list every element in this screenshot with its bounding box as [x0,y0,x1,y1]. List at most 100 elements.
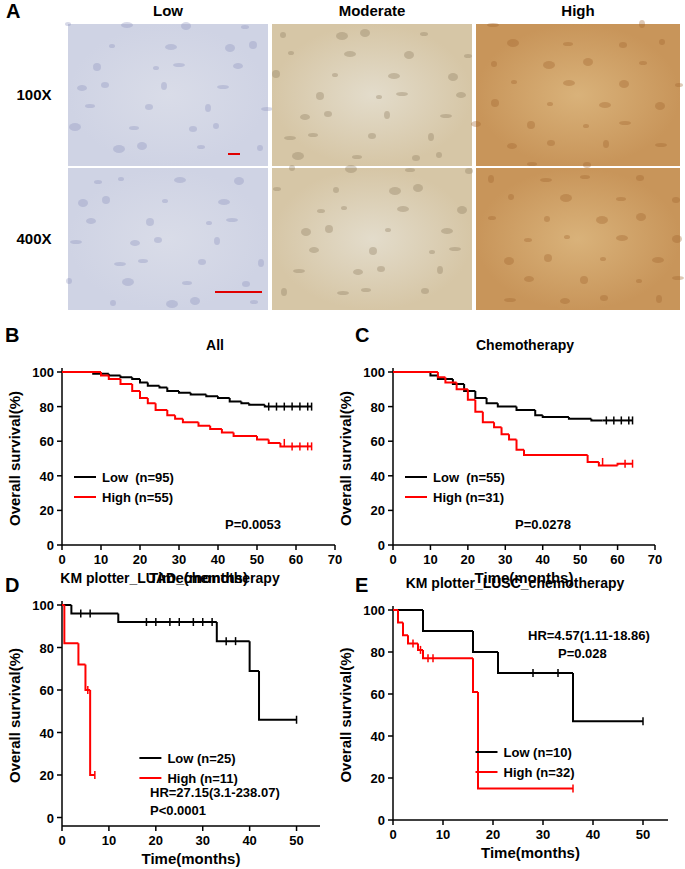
texture [429,250,435,254]
texture [293,269,305,273]
texture [281,288,287,296]
survival-step [265,405,312,407]
y-tick [388,735,393,737]
texture [384,111,390,119]
censor-mark [225,637,227,645]
survival-step [543,415,569,417]
censor-mark [572,785,574,793]
texture [465,168,473,174]
panel-label: A [6,0,20,22]
texture [336,32,348,40]
censor-mark [602,458,604,466]
annotation: P=0.0053 [225,517,281,532]
survival-step [473,658,478,692]
texture [289,165,295,171]
texture [564,235,570,239]
survival-step [109,375,121,378]
texture [273,187,281,191]
y-tick-label: 40 [40,469,54,484]
y-tick [388,440,393,442]
survival-step [218,396,230,398]
y-tick-label: 60 [40,434,54,449]
texture [488,175,494,183]
micrograph [272,24,472,166]
texture [636,279,642,283]
legend-swatch [74,476,96,478]
censor-mark [624,460,626,468]
x-tick [467,545,469,550]
texture [250,300,258,304]
censor-mark [311,403,313,411]
texture [600,257,606,261]
texture [161,82,167,90]
texture [413,184,423,192]
censor-mark [299,442,301,450]
censor-mark [284,439,286,447]
survival-step [78,643,85,664]
texture [385,228,391,232]
survival-step [160,386,168,388]
legend-label: High (n=55) [102,490,173,505]
title: Chemotherapy [476,337,574,353]
texture [504,298,516,302]
x-tick-label: 10 [94,552,108,567]
texture [109,44,115,48]
x-tick-label: 30 [498,552,512,567]
texture [162,199,168,203]
texture [301,228,311,236]
y-tick-label: 60 [40,683,54,698]
annotation: P=0.0278 [515,517,571,532]
y-tick-label: 40 [371,469,385,484]
x-tick-label: 30 [536,827,550,842]
x-tick-label: 20 [149,833,163,848]
x-tick [542,545,544,550]
texture [165,44,177,50]
texture [234,177,244,185]
survival-step [509,434,516,439]
texture [596,216,608,224]
survival-step [269,439,281,442]
texture [368,133,376,139]
censor-mark [613,416,615,424]
texture [504,257,514,265]
y-tick [57,774,62,776]
micrograph [272,168,472,310]
panel-label: D [5,574,19,596]
texture [138,259,148,263]
texture [110,300,116,306]
title: KM plotter_LUSC_chemotherapy [406,575,625,591]
y-tick [57,817,62,819]
texture [547,102,553,106]
x-tick [108,826,110,831]
texture [113,145,125,153]
x-tick [249,826,251,831]
legend-label: High (n=11) [167,771,237,786]
texture [249,41,257,49]
legend-label: High (n=32) [504,765,575,780]
texture [360,29,370,37]
texture [389,187,401,195]
survival-step [498,403,517,406]
survival-step [438,372,445,377]
censor-mark [235,637,237,645]
figure: ALowModerateHigh100X400XBAll010203040506… [0,0,685,869]
texture [639,20,645,28]
y-tick-label: 20 [40,503,54,518]
texture [284,136,296,140]
texture [352,155,362,159]
x-tick [642,820,644,825]
survival-step [457,382,468,389]
censor-mark [87,686,89,694]
texture [507,39,519,47]
texture [118,177,124,181]
texture [166,300,178,308]
texture [344,51,356,57]
legend-label: Low (n=25) [167,751,235,766]
panel-label: E [355,574,368,596]
survival-step [121,379,133,384]
x-axis-label: Time(months) [481,844,580,861]
texture [436,152,442,158]
texture [527,121,535,129]
texture [258,259,264,267]
survival-step [140,379,148,382]
